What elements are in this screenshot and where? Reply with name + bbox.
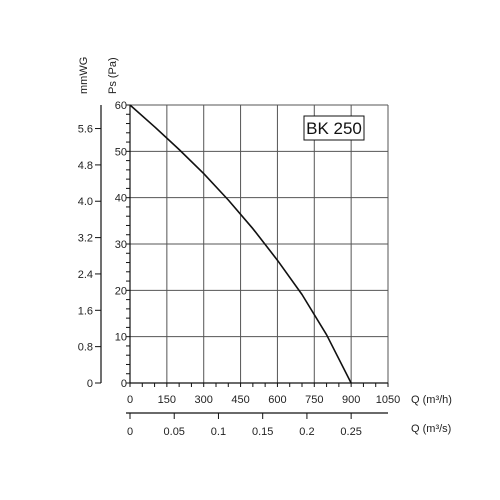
x-m3h-tick-label: 1050 (376, 394, 400, 406)
y-mmwg-tick-label: 4.8 (78, 160, 93, 172)
y-mmwg-tick-label: 4.0 (78, 196, 93, 208)
x-m3s-tick-label: 0.05 (164, 426, 185, 438)
y-pa-tick-label: 10 (115, 332, 127, 344)
model-label-box (303, 115, 365, 141)
model-label: BK 250 (306, 119, 362, 138)
x-m3h-tick-label: 300 (195, 394, 213, 406)
x-m3s-tick-label: 0.15 (252, 426, 273, 438)
x-m3h-tick-label: 750 (305, 394, 323, 406)
y-mmwg-tick-label: 2.4 (78, 269, 93, 281)
x-m3h-tick-label: 0 (127, 394, 133, 406)
y-mmwg-tick-label: 1.6 (78, 305, 93, 317)
x-m3s-tick-label: 0 (127, 426, 133, 438)
y-mmwg-tick-label: 0 (87, 378, 93, 390)
y-axis-title-pa: Ps (Pa) (107, 57, 119, 94)
x-m3h-tick-label: 900 (342, 394, 360, 406)
x-axis-title-m3s: Q (m³/s) (411, 423, 451, 435)
x-m3s-tick-label: 0.2 (299, 426, 314, 438)
y-axis-title-mmwg: mmWG (78, 57, 90, 94)
y-pa-tick-label: 40 (115, 193, 127, 205)
x-m3h-tick-label: 150 (158, 394, 176, 406)
x-axis-title-m3h: Q (m³/h) (411, 394, 452, 406)
series-line (129, 104, 352, 384)
y-pa-tick-label: 60 (115, 100, 127, 112)
grid-lines (130, 104, 389, 384)
x-m3h-tick-label: 600 (268, 394, 286, 406)
y-mmwg-tick-label: 5.6 (78, 124, 93, 136)
series-group (129, 104, 352, 384)
x-m3s-tick-label: 0.25 (340, 426, 361, 438)
y-mmwg-tick-label: 0.8 (78, 342, 93, 354)
y-mmwg-tick-label: 3.2 (78, 233, 93, 245)
x-m3s-tick-label: 0.1 (211, 426, 226, 438)
y-pa-tick-label: 30 (115, 239, 127, 251)
y-pa-tick-label: 0 (121, 378, 127, 390)
y-pa-tick-label: 50 (115, 146, 127, 158)
x-m3h-tick-label: 450 (231, 394, 249, 406)
tick-marks (95, 104, 389, 419)
y-pa-tick-label: 20 (115, 285, 127, 297)
